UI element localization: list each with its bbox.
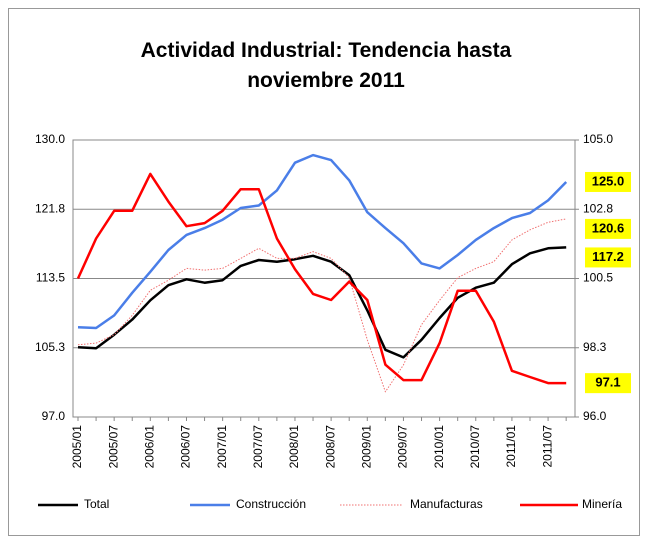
- y-tick-label: 113.5: [36, 271, 65, 285]
- legend-label: Total: [84, 497, 109, 511]
- y-tick-label: 121.8: [35, 201, 65, 215]
- y2-tick-label: 105.0: [583, 132, 613, 146]
- y2-tick-label: 98.3: [583, 340, 607, 354]
- y-tick-label: 97.0: [42, 409, 66, 423]
- end-label: 120.6: [592, 220, 625, 235]
- end-label-box: [585, 218, 631, 239]
- legend-label: Manufacturas: [410, 497, 483, 511]
- y-tick-label: 105.3: [35, 340, 65, 354]
- y-tick-label: 130.0: [35, 132, 65, 146]
- legend-label: Minería: [582, 497, 622, 511]
- chart-title: Actividad Industrial: Tendencia hasta no…: [140, 39, 512, 92]
- x-tick-label: 2009/07: [396, 425, 410, 469]
- chart-frame: [8, 8, 640, 536]
- x-tick-label: 2011/01: [504, 425, 518, 468]
- y2-tick-label: 96.0: [583, 409, 607, 423]
- x-tick-label: 2008/01: [287, 425, 301, 469]
- end-label-box: [585, 373, 631, 394]
- x-tick-label: 2011/07: [540, 425, 554, 468]
- y2-tick-label: 100.5: [583, 271, 613, 285]
- x-tick-label: 2010/01: [432, 425, 446, 469]
- x-tick-label: 2007/01: [215, 425, 229, 469]
- x-tick-label: 2005/01: [70, 425, 84, 469]
- end-label: 97.1: [595, 375, 620, 390]
- x-tick-label: 2006/01: [142, 425, 156, 469]
- x-tick-label: 2007/07: [251, 425, 265, 469]
- series-line: [76, 172, 567, 385]
- series-line: [77, 153, 568, 330]
- plot-border: [72, 139, 576, 418]
- x-tick-label: 2008/07: [323, 425, 337, 469]
- y2-tick-label: 102.8: [583, 201, 613, 215]
- x-tick-label: 2009/01: [359, 425, 373, 469]
- x-tick-label: 2005/07: [106, 425, 120, 469]
- x-tick-label: 2006/07: [179, 425, 193, 469]
- series-line: [77, 218, 567, 393]
- legend-label: Construcción: [236, 497, 306, 511]
- end-label-box: [585, 247, 631, 268]
- x-tick-label: 2010/07: [468, 425, 482, 469]
- end-label: 117.2: [592, 249, 624, 264]
- series-line: [77, 246, 567, 359]
- end-label: 125.0: [592, 173, 625, 188]
- end-label-box: [585, 171, 631, 192]
